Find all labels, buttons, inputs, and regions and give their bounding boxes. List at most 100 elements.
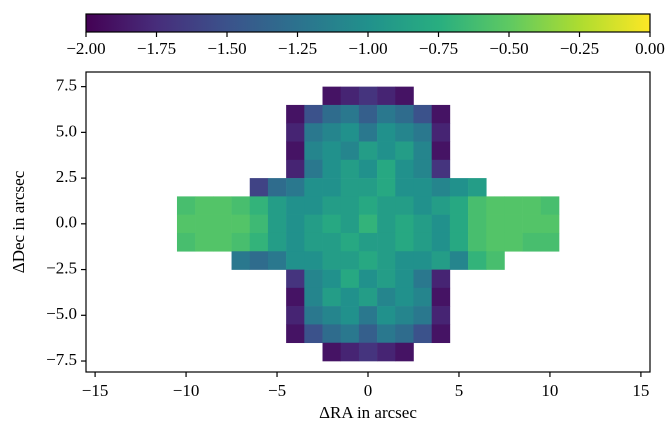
- cell: [304, 159, 323, 179]
- cell: [395, 269, 414, 289]
- cell: [377, 251, 396, 270]
- cell: [358, 251, 378, 270]
- colorbar-tick-label: −0.50: [489, 39, 528, 58]
- x-tick-label: 15: [632, 381, 649, 400]
- y-tick-label: 0.0: [56, 213, 77, 232]
- cell: [540, 232, 560, 252]
- cell: [322, 251, 342, 270]
- cell: [377, 196, 396, 215]
- cell: [486, 251, 505, 270]
- cell: [322, 104, 342, 124]
- cell: [431, 104, 451, 124]
- cell: [304, 214, 323, 234]
- cell: [431, 159, 451, 179]
- cell: [377, 104, 396, 124]
- cell: [358, 287, 378, 307]
- cell: [395, 141, 414, 161]
- colorbar: [85, 13, 651, 33]
- cell: [395, 251, 414, 270]
- cell: [249, 196, 269, 215]
- cell: [395, 306, 414, 325]
- cell: [358, 86, 378, 106]
- cell: [340, 232, 360, 252]
- cell: [431, 324, 451, 344]
- cell: [286, 287, 305, 307]
- cell: [540, 196, 560, 215]
- cell: [267, 232, 287, 252]
- cell: [395, 324, 414, 344]
- cell: [286, 324, 305, 344]
- cell: [377, 269, 396, 289]
- x-axis-label: ΔRA in arcsec: [319, 403, 417, 422]
- cell: [304, 196, 323, 215]
- y-tick-label: 2.5: [56, 167, 77, 186]
- cell: [304, 324, 323, 344]
- cell: [322, 178, 342, 197]
- cell: [395, 214, 414, 234]
- cell: [286, 159, 305, 179]
- cell: [286, 104, 305, 124]
- colorbar-tick-label: −1.75: [137, 39, 176, 58]
- cell: [358, 178, 378, 197]
- y-tick-label: 5.0: [56, 121, 77, 140]
- colorbar-tick-label: −0.25: [560, 39, 599, 58]
- cell: [413, 306, 432, 325]
- cell: [322, 123, 342, 142]
- y-tick-label: −7.5: [46, 350, 77, 369]
- cell: [449, 214, 469, 234]
- cell: [340, 141, 360, 161]
- cell: [267, 178, 287, 197]
- colorbar-tick-label: −0.75: [419, 39, 458, 58]
- cell: [358, 141, 378, 161]
- cell: [377, 141, 396, 161]
- cell: [486, 196, 505, 215]
- cell: [449, 196, 469, 215]
- cell: [304, 251, 323, 270]
- cell: [322, 159, 342, 179]
- cell: [413, 324, 432, 344]
- cell: [468, 214, 487, 234]
- cell: [413, 214, 432, 234]
- cell: [286, 232, 305, 252]
- colorbar-tick-label: −1.50: [207, 39, 246, 58]
- colorbar-tick-label: 0.00: [635, 39, 665, 58]
- cell: [486, 232, 505, 252]
- cell: [395, 232, 414, 252]
- cell: [413, 104, 432, 124]
- cell: [340, 196, 360, 215]
- cell: [340, 159, 360, 179]
- cell: [413, 196, 432, 215]
- cell: [176, 214, 196, 234]
- cell: [286, 251, 305, 270]
- cell: [286, 269, 305, 289]
- cell: [286, 214, 305, 234]
- y-tick-label: 7.5: [56, 76, 77, 95]
- cell: [377, 287, 396, 307]
- cell: [286, 306, 305, 325]
- cell: [395, 196, 414, 215]
- cell: [213, 232, 232, 252]
- cell: [322, 86, 342, 106]
- cell: [431, 287, 451, 307]
- cell: [522, 196, 542, 215]
- cell: [413, 251, 432, 270]
- cell: [431, 306, 451, 325]
- cell: [322, 324, 342, 344]
- cell: [286, 141, 305, 161]
- y-tick-label: −5.0: [46, 304, 77, 323]
- cell: [540, 214, 560, 234]
- cell: [176, 196, 196, 215]
- cell: [340, 287, 360, 307]
- x-tick-label: 5: [455, 381, 464, 400]
- cell: [340, 178, 360, 197]
- cell: [358, 196, 378, 215]
- cell: [340, 324, 360, 344]
- cell: [449, 251, 469, 270]
- cell: [358, 104, 378, 124]
- cell: [231, 251, 251, 270]
- cell: [340, 342, 360, 362]
- cell: [322, 269, 342, 289]
- colorbar-tick-label: −1.00: [348, 39, 387, 58]
- cell: [395, 123, 414, 142]
- cell: [267, 251, 287, 270]
